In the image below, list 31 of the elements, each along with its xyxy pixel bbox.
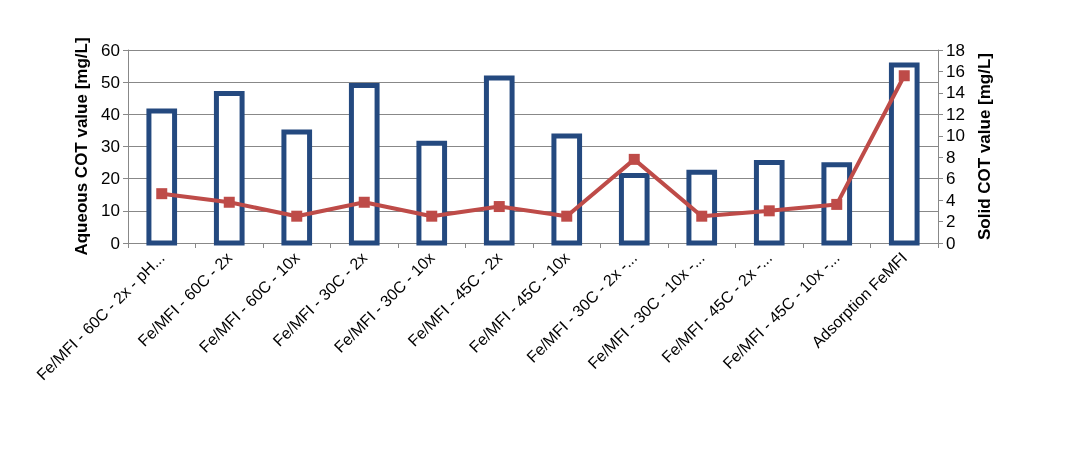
point: [696, 210, 708, 222]
point: [898, 70, 910, 82]
point: [156, 188, 168, 200]
y2-tick-label: 10: [946, 126, 965, 146]
y-tick-label: 10: [101, 201, 120, 221]
y2-tick-label: 2: [946, 212, 956, 232]
point: [493, 201, 505, 213]
y2-tick-label: 0: [946, 233, 956, 253]
y2-tick-label: 6: [946, 169, 956, 189]
y2-tick-label: 14: [946, 83, 965, 103]
point: [763, 205, 775, 217]
point: [223, 196, 235, 208]
y2-axis-title: Solid COT value [mg/L]: [975, 52, 994, 241]
point: [358, 196, 370, 208]
y2-tick-label: 8: [946, 147, 956, 167]
point: [291, 210, 303, 222]
point: [628, 153, 640, 165]
y-tick-label: 60: [101, 40, 120, 60]
point: [831, 198, 843, 210]
y2-tick-label: 18: [946, 40, 965, 60]
point: [561, 210, 573, 222]
y-tick-label: 20: [101, 169, 120, 189]
y-tick-label: 40: [101, 104, 120, 124]
point: [426, 210, 438, 222]
y2-tick-label: 16: [946, 61, 965, 81]
y2-tick-label: 4: [946, 190, 956, 210]
y-tick-label: 0: [110, 233, 120, 253]
y-tick-label: 30: [101, 137, 120, 156]
y-tick-label: 50: [101, 72, 120, 92]
y2-tick-label: 12: [946, 104, 965, 124]
y-axis-title: Aqueous COT value [mg/L]: [72, 37, 91, 256]
